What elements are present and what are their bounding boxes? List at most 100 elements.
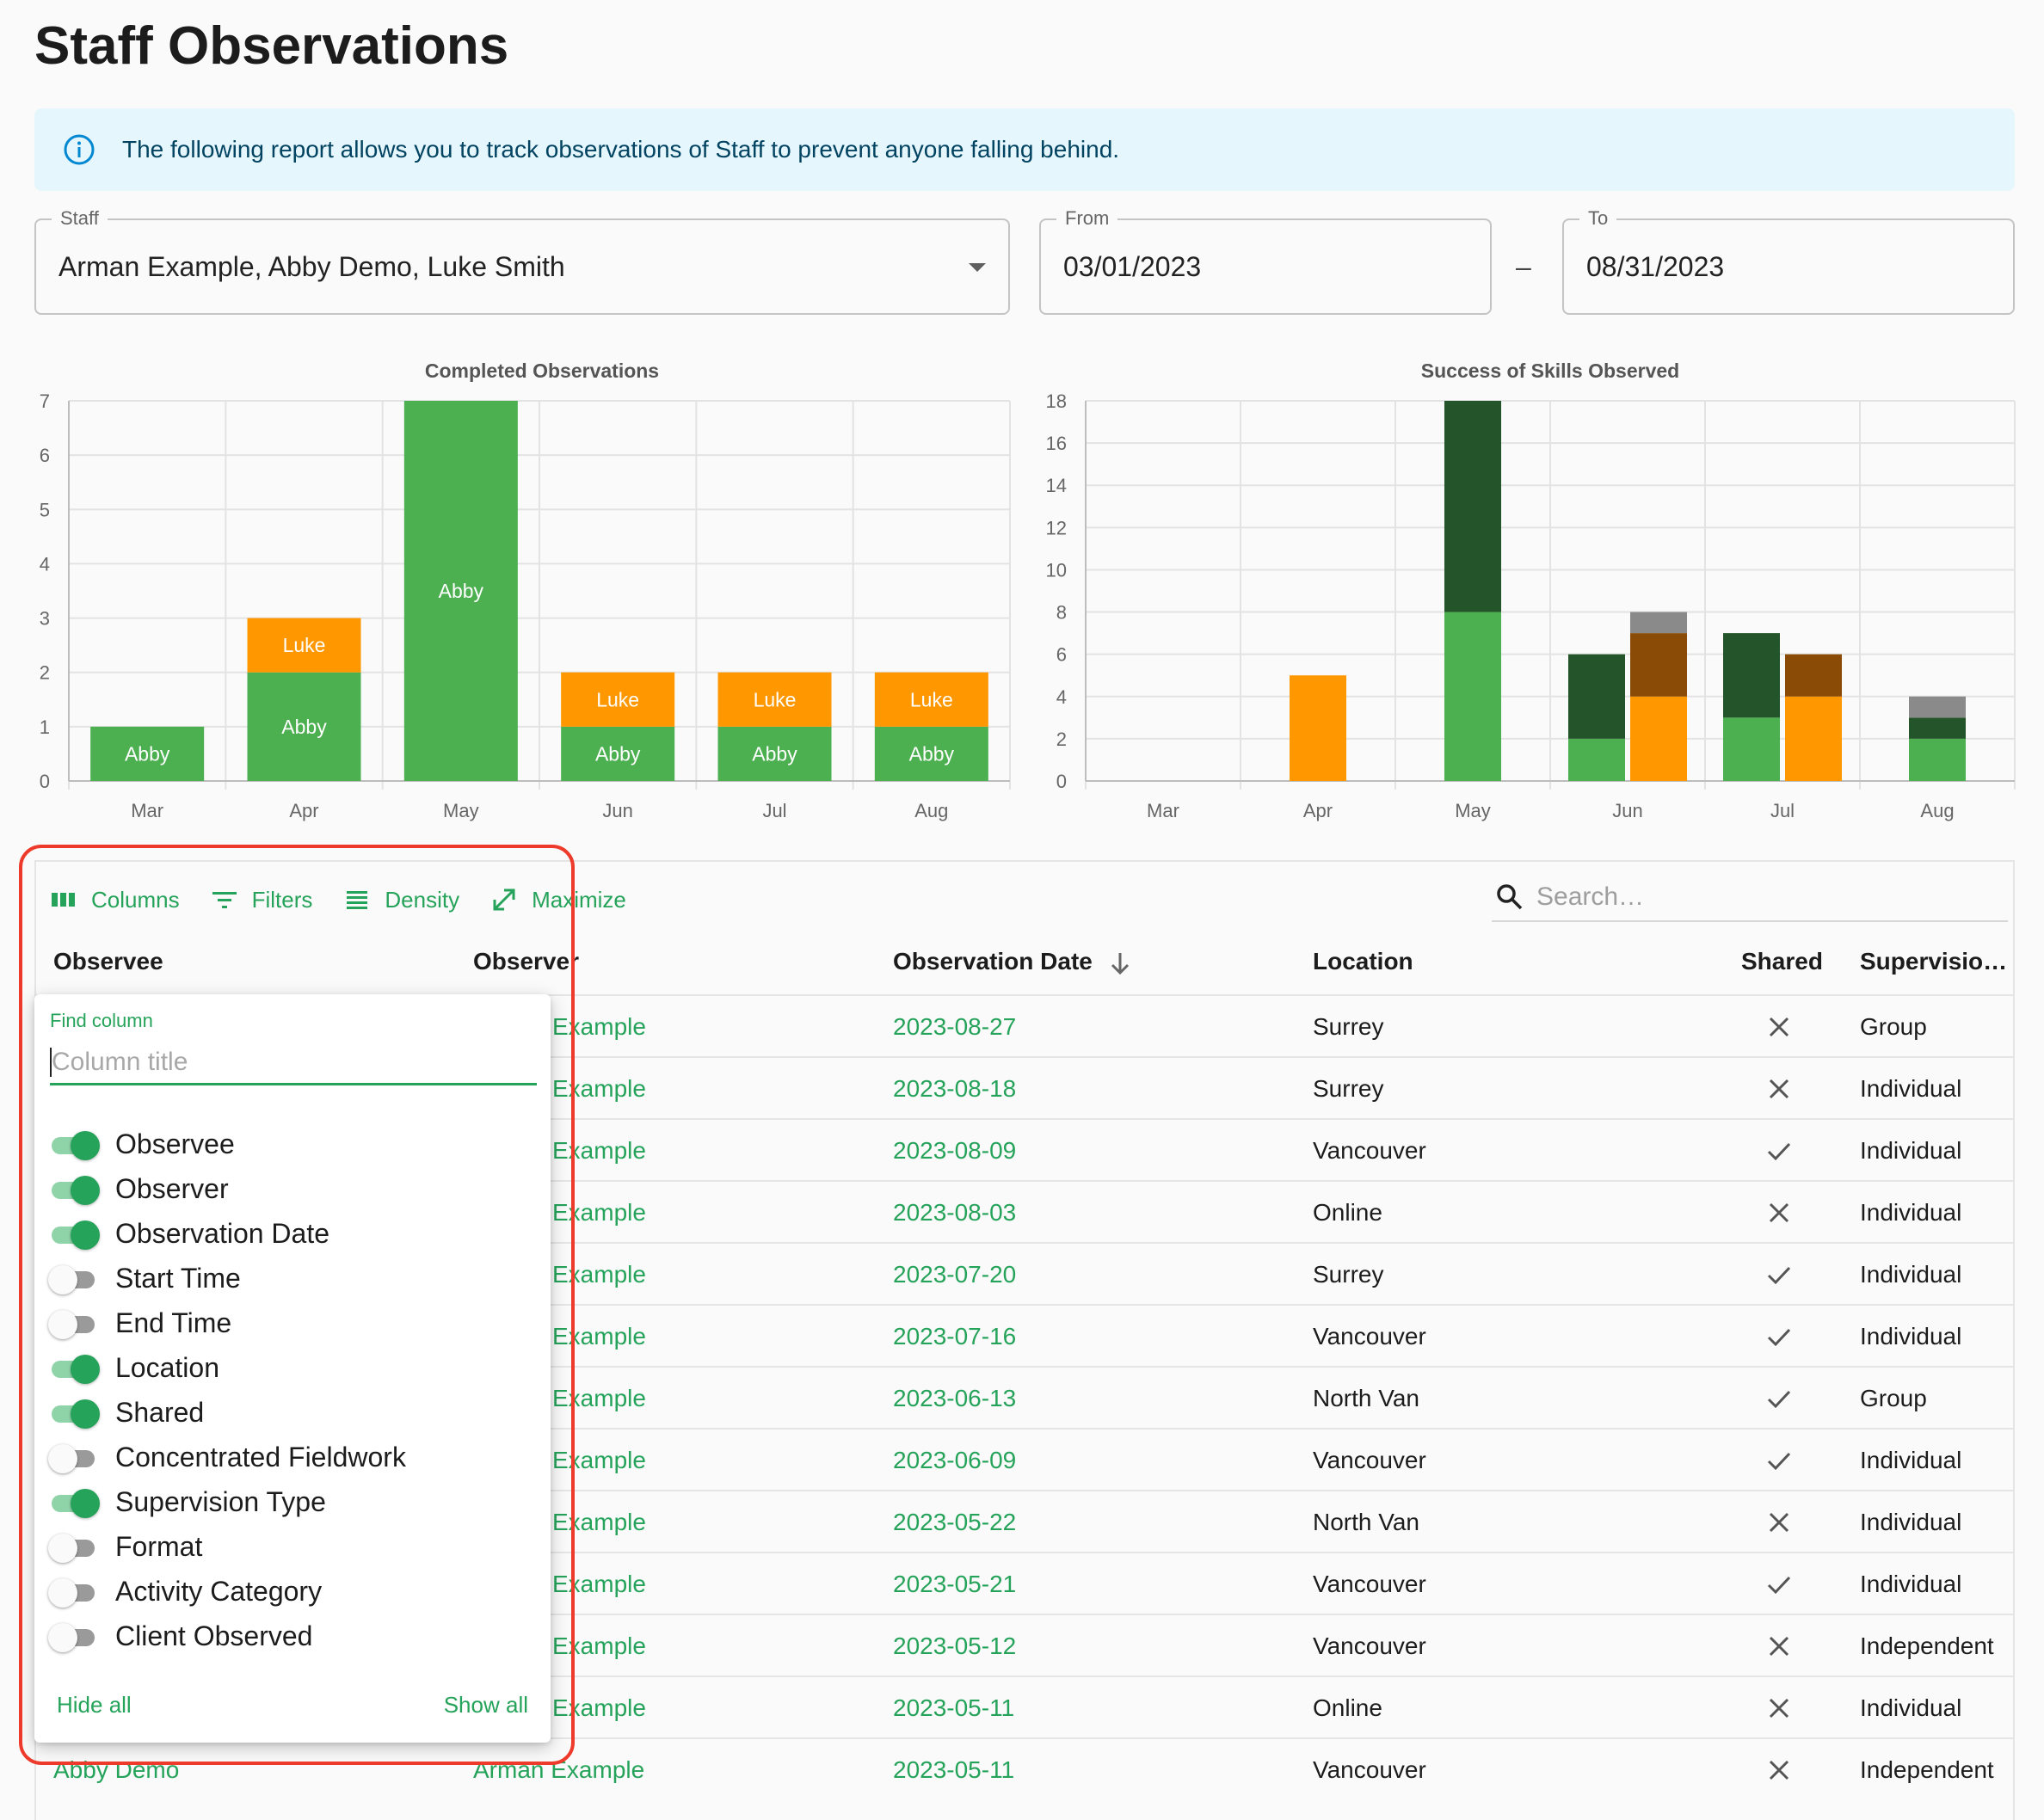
chart-2-bar-segment[interactable] [1630, 633, 1687, 697]
chart-2-bar-segment[interactable] [1909, 738, 1966, 781]
column-toggle-item[interactable]: End Time [48, 1300, 406, 1345]
column-header-supervision[interactable]: Supervisio… [1860, 948, 2008, 975]
toggle-switch[interactable] [48, 1218, 100, 1250]
observer-link[interactable]: Example [552, 1385, 646, 1411]
observation-date-link[interactable]: 2023-05-11 [893, 1694, 1015, 1721]
chart-2-bar-segment[interactable] [1909, 717, 1966, 739]
chart-1-bar[interactable] [561, 672, 675, 727]
chart-1-bar[interactable] [90, 726, 205, 781]
table-row[interactable]: Example 2023-06-09 Vancouver Individual [36, 1428, 2013, 1490]
observer-link[interactable]: Example [552, 1323, 646, 1350]
table-row[interactable]: Example 2023-08-03 Online Individual [36, 1180, 2013, 1242]
observer-link[interactable]: Arman Example [473, 1756, 645, 1783]
toggle-switch[interactable] [48, 1397, 100, 1429]
table-row[interactable]: Abby Demo Arman Example 2023-05-11 Vancouve… [36, 1737, 2013, 1799]
table-row[interactable]: Example 2023-07-20 Surrey Individual [36, 1242, 2013, 1304]
observation-date-link[interactable]: 2023-05-11 [893, 1756, 1015, 1783]
chart-1-bar[interactable] [874, 726, 988, 781]
observation-date-link[interactable]: 2023-05-22 [893, 1509, 1017, 1535]
chart-1-bar[interactable] [403, 401, 518, 781]
table-row[interactable]: Example 2023-05-22 North Van Individual [36, 1490, 2013, 1552]
chart-2-bar-segment[interactable] [1568, 654, 1625, 739]
chart-2-bar-segment[interactable] [1785, 654, 1842, 697]
observation-date-link[interactable]: 2023-08-09 [893, 1137, 1017, 1164]
chart-2-bar-segment[interactable] [1444, 401, 1501, 612]
column-toggle-item[interactable]: Activity Category [48, 1569, 406, 1614]
show-all-button[interactable]: Show all [443, 1692, 528, 1718]
column-toggle-item[interactable]: Format [48, 1524, 406, 1569]
observation-date-link[interactable]: 2023-06-13 [893, 1385, 1017, 1411]
observation-date-link[interactable]: 2023-08-18 [893, 1075, 1017, 1102]
toggle-switch[interactable] [48, 1576, 96, 1608]
observee-link[interactable]: Abby Demo [53, 1756, 180, 1783]
chart-1-bar[interactable] [247, 618, 361, 673]
observation-date-link[interactable]: 2023-08-03 [893, 1199, 1017, 1226]
observation-date-link[interactable]: 2023-07-20 [893, 1261, 1017, 1288]
arrow-down-icon[interactable] [1108, 950, 1132, 976]
column-toggle-item[interactable]: Concentrated Fieldwork [48, 1435, 406, 1479]
column-header-shared[interactable]: Shared [1741, 948, 1823, 975]
observer-link[interactable]: Example [552, 1261, 646, 1288]
chevron-down-icon[interactable] [969, 263, 986, 272]
chart-1-bar[interactable] [561, 726, 675, 781]
table-row[interactable]: Example 2023-08-18 Surrey Individual [36, 1056, 2013, 1118]
maximize-button[interactable]: Maximize [490, 886, 626, 913]
observer-link[interactable]: Example [552, 1075, 646, 1102]
chart-2-bar-segment[interactable] [1785, 696, 1842, 781]
chart-2-bar-segment[interactable] [1290, 675, 1346, 781]
table-row[interactable]: Example 2023-05-21 Vancouver Individual [36, 1552, 2013, 1614]
staff-select[interactable]: Staff Arman Example, Abby Demo, Luke Smi… [34, 206, 1010, 315]
column-toggle-item[interactable]: Observee [48, 1122, 406, 1166]
observation-date-link[interactable]: 2023-05-21 [893, 1571, 1017, 1597]
table-row[interactable]: Example 2023-06-13 North Van Group [36, 1366, 2013, 1428]
toggle-switch[interactable] [48, 1352, 100, 1384]
chart-2-bar-segment[interactable] [1723, 717, 1780, 781]
toggle-switch[interactable] [48, 1307, 96, 1339]
toggle-switch[interactable] [48, 1486, 100, 1518]
chart-2-bar-segment[interactable] [1630, 696, 1687, 781]
to-date-field[interactable]: To 08/31/2023 [1562, 206, 2015, 315]
density-button[interactable]: Density [343, 886, 459, 913]
toggle-switch[interactable] [48, 1531, 96, 1563]
find-column-input[interactable]: Column title [50, 1039, 537, 1085]
toggle-switch[interactable] [48, 1128, 100, 1160]
chart-2-bar-segment[interactable] [1723, 633, 1780, 718]
table-row[interactable]: Example 2023-08-09 Vancouver Individual [36, 1118, 2013, 1180]
chart-1-bar[interactable] [717, 726, 832, 781]
column-toggle-item[interactable]: Shared [48, 1390, 406, 1435]
table-row[interactable]: Example 2023-05-11 Online Individual [36, 1676, 2013, 1737]
column-toggle-item[interactable]: Start Time [48, 1256, 406, 1300]
columns-button[interactable]: Columns [50, 886, 180, 913]
observer-link[interactable]: Example [552, 1447, 646, 1473]
chart-2-bar-segment[interactable] [1630, 612, 1687, 634]
hide-all-button[interactable]: Hide all [57, 1692, 132, 1718]
toggle-switch[interactable] [48, 1173, 100, 1205]
chart-1-bar[interactable] [874, 672, 988, 727]
column-toggle-item[interactable]: Client Observed [48, 1614, 406, 1658]
column-header-observer[interactable]: Observer [473, 948, 579, 975]
chart-1-bar[interactable] [247, 672, 361, 781]
filters-button[interactable]: Filters [211, 886, 312, 913]
chart-2-bar-segment[interactable] [1568, 738, 1625, 781]
chart-1-bar[interactable] [717, 672, 832, 727]
column-toggle-item[interactable]: Observer [48, 1166, 406, 1211]
observer-link[interactable]: Example [552, 1137, 646, 1164]
toggle-switch[interactable] [48, 1620, 96, 1652]
observer-link[interactable]: Example [552, 1632, 646, 1659]
chart-2-bar-segment[interactable] [1909, 696, 1966, 718]
column-toggle-item[interactable]: Location [48, 1345, 406, 1390]
column-header-observation-date[interactable]: Observation Date [893, 948, 1132, 976]
search-input[interactable]: Search… [1492, 874, 2008, 922]
observer-link[interactable]: Example [552, 1509, 646, 1535]
column-toggle-item[interactable]: Supervision Type [48, 1479, 406, 1524]
toggle-switch[interactable] [48, 1263, 96, 1294]
from-date-field[interactable]: From 03/01/2023 [1039, 206, 1492, 315]
observation-date-link[interactable]: 2023-05-12 [893, 1632, 1017, 1659]
observation-date-link[interactable]: 2023-08-27 [893, 1013, 1017, 1040]
observer-link[interactable]: Example [552, 1571, 646, 1597]
toggle-switch[interactable] [48, 1442, 96, 1473]
table-row[interactable]: Example 2023-05-12 Vancouver Independent [36, 1614, 2013, 1676]
observer-link[interactable]: Example [552, 1013, 646, 1040]
observation-date-link[interactable]: 2023-07-16 [893, 1323, 1017, 1350]
column-header-observee[interactable]: Observee [53, 948, 163, 975]
